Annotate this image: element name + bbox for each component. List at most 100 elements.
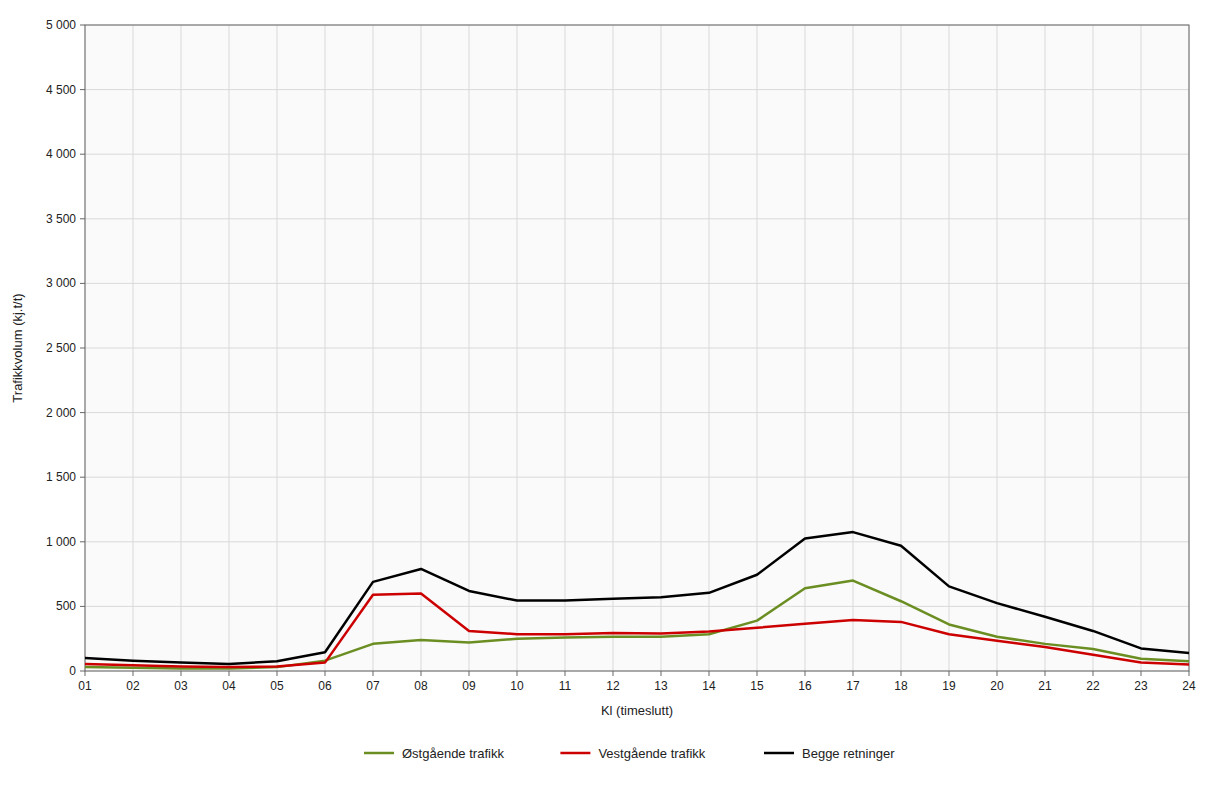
y-grid-line bbox=[85, 348, 1189, 349]
x-grid-line bbox=[853, 25, 854, 671]
x-tick bbox=[949, 671, 950, 676]
x-tick-label: 01 bbox=[78, 679, 92, 693]
y-tick-label: 4 500 bbox=[46, 83, 76, 97]
legend-label: Østgående trafikk bbox=[402, 746, 504, 761]
x-tick bbox=[1093, 671, 1094, 676]
plot-area bbox=[85, 25, 1189, 671]
x-tick bbox=[469, 671, 470, 676]
y-tick bbox=[80, 412, 85, 413]
y-tick-label: 5 000 bbox=[46, 18, 76, 32]
x-grid-line bbox=[229, 25, 230, 671]
x-tick bbox=[757, 671, 758, 676]
legend-label: Begge retninger bbox=[802, 746, 895, 761]
x-tick bbox=[1045, 671, 1046, 676]
x-tick bbox=[853, 671, 854, 676]
y-grid-line bbox=[85, 154, 1189, 155]
y-tick-label: 3 000 bbox=[46, 276, 76, 290]
x-tick bbox=[229, 671, 230, 676]
x-tick bbox=[517, 671, 518, 676]
y-grid-line bbox=[85, 477, 1189, 478]
y-tick bbox=[80, 606, 85, 607]
y-tick-label: 2 500 bbox=[46, 341, 76, 355]
x-tick bbox=[85, 671, 86, 676]
x-tick bbox=[277, 671, 278, 676]
x-tick bbox=[133, 671, 134, 676]
x-tick-label: 05 bbox=[270, 679, 284, 693]
legend-swatch bbox=[764, 752, 794, 755]
legend-swatch bbox=[364, 752, 394, 755]
x-grid-line bbox=[1093, 25, 1094, 671]
legend: Østgående trafikk Vestgående trafikk Begge… bbox=[364, 746, 895, 761]
x-grid-line bbox=[1141, 25, 1142, 671]
x-tick-label: 07 bbox=[366, 679, 380, 693]
y-tick-label: 1 500 bbox=[46, 470, 76, 484]
x-tick-label: 17 bbox=[846, 679, 860, 693]
x-tick bbox=[901, 671, 902, 676]
y-grid-line bbox=[85, 218, 1189, 219]
x-grid-line bbox=[421, 25, 422, 671]
x-grid-line bbox=[709, 25, 710, 671]
x-tick bbox=[373, 671, 374, 676]
x-tick-label: 04 bbox=[222, 679, 236, 693]
x-grid-line bbox=[565, 25, 566, 671]
x-grid-line bbox=[805, 25, 806, 671]
x-tick-label: 10 bbox=[510, 679, 524, 693]
y-tick bbox=[80, 218, 85, 219]
x-tick-label: 02 bbox=[126, 679, 140, 693]
x-grid-line bbox=[325, 25, 326, 671]
y-grid-line bbox=[85, 412, 1189, 413]
y-axis-label: Trafikkvolum (kj.t/t) bbox=[10, 293, 25, 402]
x-grid-line bbox=[997, 25, 998, 671]
x-axis-label: Kl (timeslutt) bbox=[601, 703, 673, 718]
page: {"chart_data": { "type": "line", "xlabel… bbox=[0, 0, 1219, 796]
chart: 05001 0001 5002 0002 5003 0003 5004 0004… bbox=[0, 0, 1219, 796]
x-grid-line bbox=[901, 25, 902, 671]
lines bbox=[85, 532, 1189, 668]
y-tick bbox=[80, 89, 85, 90]
x-tick-label: 08 bbox=[414, 679, 428, 693]
x-tick-label: 12 bbox=[606, 679, 620, 693]
x-tick bbox=[613, 671, 614, 676]
x-tick bbox=[421, 671, 422, 676]
x-grid-line bbox=[661, 25, 662, 671]
x-tick-label: 24 bbox=[1182, 679, 1196, 693]
x-tick-label: 13 bbox=[654, 679, 668, 693]
x-tick-label: 23 bbox=[1134, 679, 1148, 693]
x-grid-line bbox=[949, 25, 950, 671]
x-tick bbox=[181, 671, 182, 676]
y-grid-line bbox=[85, 541, 1189, 542]
y-tick-label: 1 000 bbox=[46, 535, 76, 549]
x-tick-label: 22 bbox=[1086, 679, 1100, 693]
axes: 05001 0001 5002 0002 5003 0003 5004 0004… bbox=[46, 18, 1196, 693]
x-grid-line bbox=[1045, 25, 1046, 671]
x-tick bbox=[709, 671, 710, 676]
x-tick-label: 20 bbox=[990, 679, 1004, 693]
x-grid-line bbox=[517, 25, 518, 671]
y-tick bbox=[80, 283, 85, 284]
x-grid-line bbox=[373, 25, 374, 671]
x-tick-label: 15 bbox=[750, 679, 764, 693]
y-tick-label: 500 bbox=[56, 599, 76, 613]
y-tick bbox=[80, 348, 85, 349]
series-line bbox=[85, 593, 1189, 667]
y-tick bbox=[80, 541, 85, 542]
x-grid-line bbox=[613, 25, 614, 671]
y-grid-line bbox=[85, 283, 1189, 284]
x-tick-label: 03 bbox=[174, 679, 188, 693]
x-grid-line bbox=[133, 25, 134, 671]
y-tick-label: 0 bbox=[69, 664, 76, 678]
y-grid-line bbox=[85, 89, 1189, 90]
x-tick-label: 14 bbox=[702, 679, 716, 693]
x-grid-line bbox=[469, 25, 470, 671]
x-tick-label: 16 bbox=[798, 679, 812, 693]
x-tick-label: 09 bbox=[462, 679, 476, 693]
legend-label: Vestgående trafikk bbox=[598, 746, 705, 761]
y-tick bbox=[80, 477, 85, 478]
x-tick-label: 18 bbox=[894, 679, 908, 693]
series-line bbox=[85, 532, 1189, 664]
x-tick bbox=[661, 671, 662, 676]
series-line bbox=[85, 581, 1189, 669]
y-tick-label: 2 000 bbox=[46, 406, 76, 420]
x-tick bbox=[1189, 671, 1190, 676]
plot-frame bbox=[85, 25, 1189, 671]
